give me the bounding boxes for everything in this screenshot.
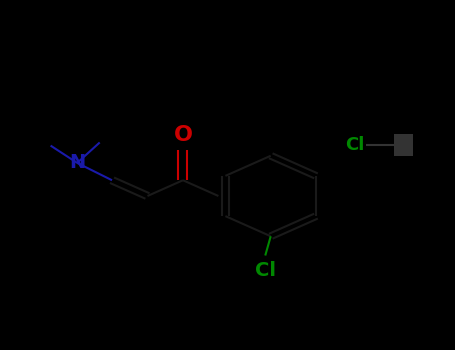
Text: O: O (173, 125, 192, 145)
Text: Cl: Cl (344, 136, 364, 154)
Text: Cl: Cl (255, 261, 276, 280)
Text: H: H (396, 136, 411, 154)
Text: N: N (69, 153, 86, 173)
